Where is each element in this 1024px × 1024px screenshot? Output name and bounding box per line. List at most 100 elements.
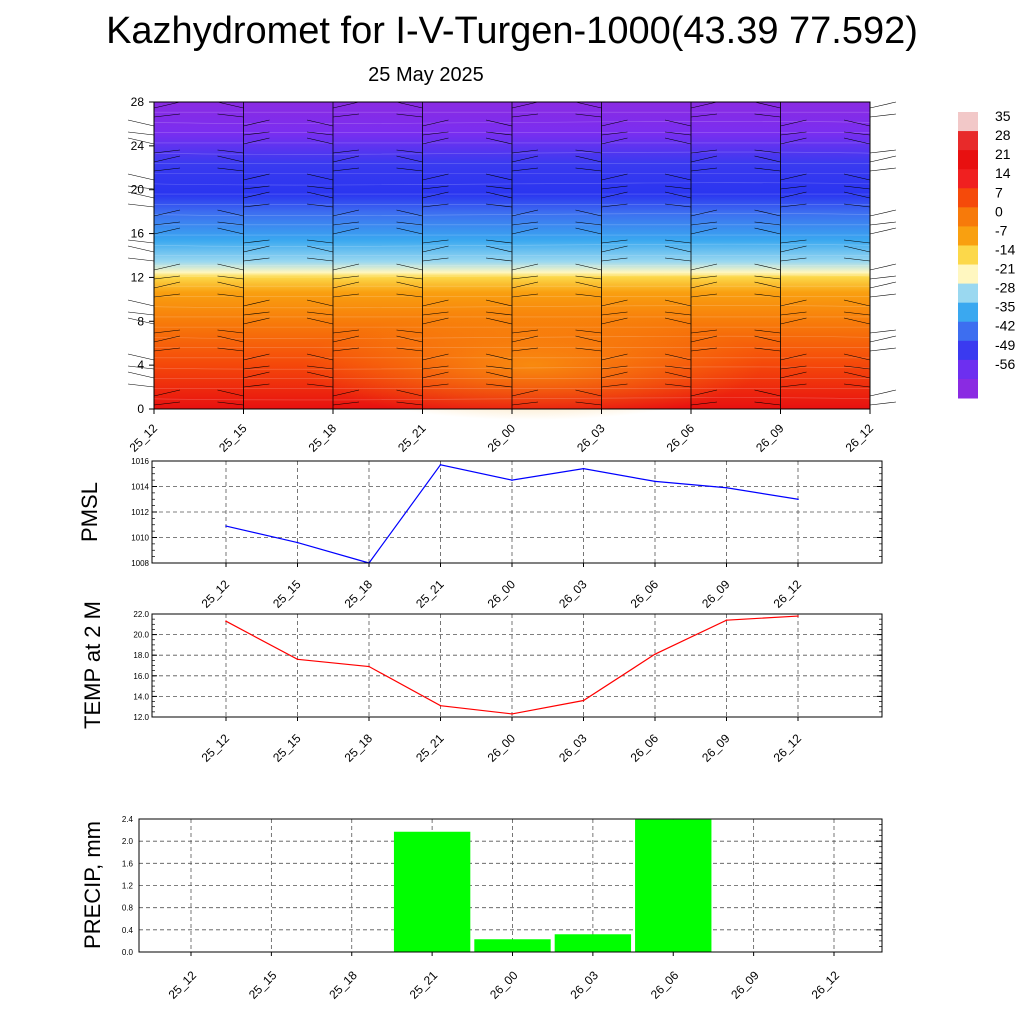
wind-barb <box>511 293 539 298</box>
wind-barb <box>306 137 334 145</box>
wind-barb <box>217 221 244 226</box>
wind-barb <box>511 227 539 235</box>
wind-barb <box>485 371 513 379</box>
colorbar-swatch <box>958 245 978 266</box>
wind-barb <box>153 263 181 271</box>
x-tick-label: 26_00 <box>485 577 519 611</box>
colorbar-swatch <box>958 226 978 246</box>
wind-barb <box>843 203 871 208</box>
wind-barb <box>127 137 155 145</box>
wind-barb <box>511 221 539 226</box>
wind-barb <box>664 173 692 181</box>
wind-barb <box>485 353 513 361</box>
wind-barb <box>422 131 449 136</box>
series-point <box>439 464 442 466</box>
wind-barb <box>332 335 360 343</box>
wind-barb <box>575 167 602 172</box>
y-tick-label: 1.2 <box>122 882 134 891</box>
wind-barb <box>217 263 244 271</box>
wind-barb <box>843 353 871 361</box>
y-tick-label: 20.0 <box>133 631 149 640</box>
wind-barb <box>869 101 897 109</box>
wind-barb <box>396 401 423 406</box>
colorbar-swatch <box>958 283 978 304</box>
precip-bar <box>554 934 632 952</box>
x-tick-label: 26_12 <box>771 577 805 611</box>
temp-2m-panel: 22.0 20.0 18.0 16.0 14.0 12.0 25_12 25_15 25_18 2… <box>80 601 883 765</box>
wind-barb <box>780 317 807 325</box>
wind-barb <box>153 401 181 406</box>
colorbar-swatch <box>958 321 978 342</box>
x-tick-label: 25_21 <box>413 731 447 765</box>
wind-barb <box>511 113 539 118</box>
colorbar-swatch <box>958 112 978 132</box>
wind-barb <box>485 137 513 145</box>
wind-barb <box>217 347 244 352</box>
x-tick-label: 26_00 <box>487 968 521 1002</box>
wind-barb <box>664 317 692 325</box>
wind-barb <box>511 101 539 109</box>
wind-barb <box>306 191 334 199</box>
heatmap-y-tick-label: 28 <box>131 95 145 109</box>
wind-barb <box>396 167 423 172</box>
y-tick-label: 1008 <box>131 559 149 568</box>
colorbar-swatch <box>958 340 978 361</box>
wind-barb <box>843 239 871 244</box>
heatmap-warm-anomaly <box>302 310 762 421</box>
wind-barb <box>869 275 897 280</box>
wind-barb <box>422 317 449 325</box>
wind-barb <box>217 227 244 235</box>
wind-barb <box>575 335 602 343</box>
wind-barb <box>153 101 181 109</box>
heatmap-y-tick-label: 24 <box>131 139 145 153</box>
heatmap-x-tick-label: 25_12 <box>127 421 161 455</box>
x-tick-label: 25_21 <box>413 577 447 611</box>
wind-barb <box>243 239 270 244</box>
wind-barb <box>601 257 628 262</box>
x-tick-label: 25_15 <box>270 577 304 611</box>
wind-barb <box>664 299 692 307</box>
wind-barb <box>754 113 781 118</box>
wind-barb <box>869 167 897 172</box>
wind-barb <box>243 131 270 136</box>
y-tick-label: 2.0 <box>122 837 134 846</box>
wind-barb <box>511 263 539 271</box>
heatmap-x-tick-label: 25_18 <box>306 421 340 455</box>
wind-barb <box>217 275 244 280</box>
wind-barb <box>332 389 360 397</box>
x-tick-label: 26_03 <box>556 731 590 765</box>
wind-barb <box>127 203 155 208</box>
wind-barb <box>843 311 871 316</box>
colorbar-level-label: -56 <box>995 356 1015 372</box>
wind-barb <box>422 203 449 208</box>
wind-barb <box>485 119 513 127</box>
x-tick-label: 25_18 <box>342 731 376 765</box>
wind-barb <box>843 365 871 370</box>
wind-barb <box>127 131 155 136</box>
y-tick-label: 18.0 <box>133 651 149 660</box>
wind-barb <box>485 245 513 253</box>
wind-barb <box>243 191 270 199</box>
x-tick-label: 25_18 <box>326 968 360 1002</box>
colorbar-swatch <box>958 150 978 170</box>
wind-barb <box>243 257 270 262</box>
wind-barb <box>690 293 718 298</box>
wind-barb <box>396 113 423 118</box>
wind-barb <box>127 365 155 370</box>
wind-barb <box>306 239 334 244</box>
wind-barb <box>153 113 181 118</box>
x-tick-label: 26_06 <box>628 731 662 765</box>
series-point <box>725 486 728 489</box>
wind-barb <box>601 353 628 361</box>
x-tick-label: 26_03 <box>556 577 590 611</box>
wind-barb <box>396 101 423 109</box>
heatmap-x-tick-label: 25_15 <box>216 421 250 455</box>
wind-barb <box>664 371 692 379</box>
series-point <box>296 658 299 661</box>
colorbar-swatch <box>958 378 978 399</box>
wind-barb <box>306 365 334 370</box>
wind-barb <box>780 119 807 127</box>
heatmap-x-tick-label: 26_00 <box>485 421 519 455</box>
wind-barb <box>243 371 270 379</box>
wind-barb <box>754 149 781 154</box>
